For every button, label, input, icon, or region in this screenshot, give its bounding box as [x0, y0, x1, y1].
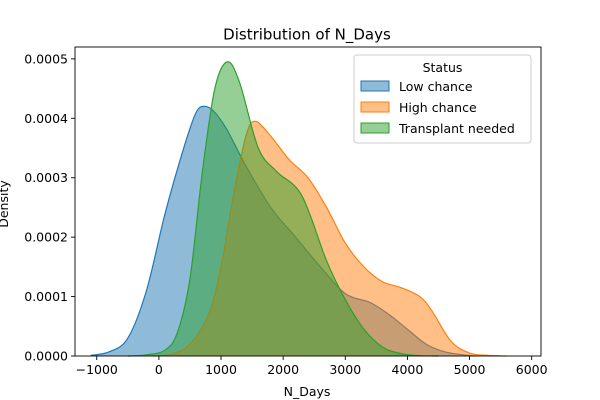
legend-title: Status: [423, 60, 463, 75]
legend-frame: [353, 54, 532, 144]
chart-title: Distribution of N_Days: [223, 26, 391, 45]
y-tick-label: 0.0000: [24, 349, 68, 364]
x-tick-label: 3000: [329, 362, 361, 377]
legend-label-high-chance: High chance: [399, 100, 477, 115]
y-tick-label: 0.0005: [24, 51, 68, 66]
x-tick-label: 2000: [267, 362, 299, 377]
legend-label-transplant-needed: Transplant needed: [398, 121, 515, 136]
legend-swatch-transplant-needed: [360, 122, 390, 134]
y-axis-label: Density: [0, 180, 11, 228]
x-tick-label: 6000: [516, 362, 548, 377]
y-tick-label: 0.0003: [24, 170, 68, 185]
x-axis-label: N_Days: [284, 384, 331, 399]
x-tick-label: 1000: [205, 362, 237, 377]
x-tick-label: 0: [155, 362, 163, 377]
density-line-transplant-needed: [127, 61, 439, 357]
legend-swatch-high-chance: [360, 101, 390, 113]
axes: −1000 0 1000 2000 3000 4000 5000 6000 0.0000 0.00…: [24, 46, 548, 377]
y-tick-label: 0.0004: [24, 111, 68, 126]
legend-swatch-low-chance: [360, 80, 390, 92]
y-tick-label: 0.0001: [24, 289, 68, 304]
legend: Status Low chance High chance Transplant…: [353, 54, 532, 144]
x-tick-label: 5000: [454, 362, 486, 377]
y-tick-label: 0.0002: [24, 230, 68, 245]
density-area-transplant-needed: [127, 61, 439, 357]
legend-label-low-chance: Low chance: [399, 79, 473, 94]
series-layer: [90, 61, 507, 357]
x-tick-label: 4000: [392, 362, 424, 377]
x-tick-label: −1000: [76, 362, 118, 377]
plot-frame: [74, 46, 542, 357]
